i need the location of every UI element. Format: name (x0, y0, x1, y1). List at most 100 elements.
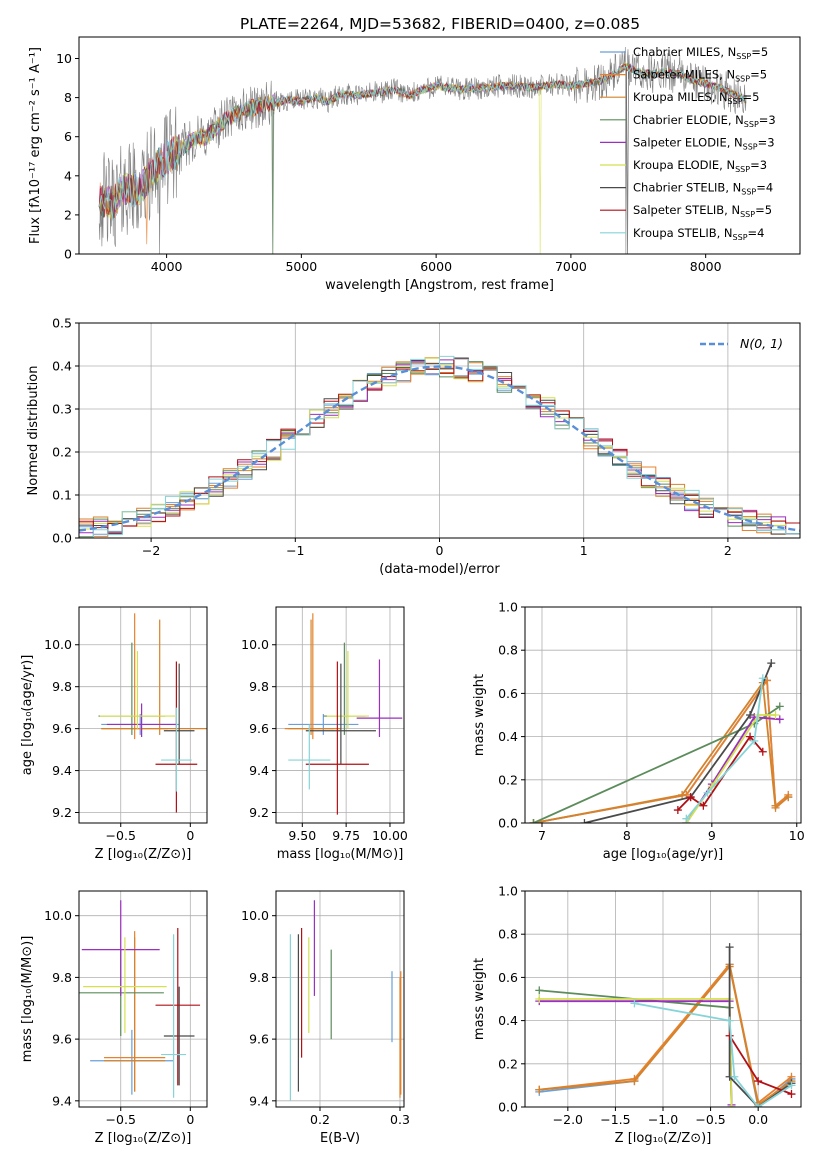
x-tick-label: 9 (708, 828, 716, 843)
mass-weight-marker (754, 1103, 763, 1107)
axes-frame (275, 890, 405, 1108)
x-tick-label: −0.5 (695, 1112, 725, 1127)
mass-weight-marker (725, 1031, 734, 1040)
mass-weight-marker (784, 793, 793, 802)
plot-area (98, 46, 747, 254)
mass-vs-extinction-panel: 0.2 0.3 9.4 9.6 9.8 10.0 E(B-V) (241, 890, 410, 1146)
x-axis-label: wavelength [Angstrom, rest frame] (325, 278, 554, 293)
mass-vs-metallicity-panel: −0.5 0 9.4 9.6 9.8 10.0 Z [log₁₀(Z/Z⊙)] mass [l… (20, 890, 208, 1146)
y-tick-label: 0.0 (498, 1100, 518, 1115)
x-tick-label: 1 (580, 543, 588, 558)
y-tick-label: 0.8 (498, 643, 518, 658)
mass-weight-line (685, 678, 764, 820)
mass-weight-marker (535, 995, 544, 1003)
x-tick-label: −1.5 (600, 1112, 630, 1127)
mass-weight-line (728, 1035, 792, 1095)
x-tick-label: 2 (724, 543, 732, 558)
plot-area (98, 613, 207, 813)
x-tick-label: 9.75 (332, 828, 360, 843)
y-tick-label: 0.6 (498, 686, 518, 701)
y-tick-label: 1.0 (498, 600, 518, 615)
mass-weight-marker (746, 711, 755, 719)
x-axis-label: mass [log₁₀(M/M⊙)] (277, 847, 404, 862)
x-tick-label: −1.0 (648, 1112, 678, 1127)
x-tick-label: −1 (286, 543, 304, 558)
x-axis-label: (data-model)/error (379, 562, 500, 577)
mass-weight-line (584, 662, 773, 823)
mass-weight-marker (699, 801, 708, 810)
mass-weight-marker (771, 803, 780, 812)
legend-entry-label: Salpeter ELODIE, NSSP=3 (633, 135, 775, 151)
y-tick-label: 9.8 (249, 970, 269, 985)
mass-weight-line (728, 947, 793, 1107)
mass-weight-marker (630, 1077, 639, 1086)
spectrum-legend: Chabrier MILES, NSSP=5 Salpeter MILES, NS… (600, 45, 776, 242)
x-tick-label: −0.5 (106, 828, 136, 843)
mass-weight-marker (725, 943, 734, 952)
y-axis-label: mass weight (472, 958, 487, 1040)
y-tick-label: 0.0 (52, 531, 72, 546)
y-tick-label: 9.2 (52, 805, 72, 820)
mass-weight-line (634, 1002, 792, 1107)
x-tick-label: 8000 (690, 259, 722, 274)
mass-weight-marker (703, 788, 712, 797)
mass-weight-marker (678, 790, 687, 799)
y-tick-label: 10 (56, 51, 72, 66)
mass-weight-marker (682, 814, 691, 823)
mass-weight-marker (730, 1072, 739, 1081)
mass-weight-marker (754, 1077, 763, 1086)
x-tick-label: 0.2 (310, 1112, 330, 1127)
x-tick-label: 7000 (555, 259, 587, 274)
plot-area (535, 943, 796, 1107)
y-tick-label: 9.2 (249, 805, 269, 820)
x-tick-label: 4000 (151, 259, 183, 274)
residuals-legend: N(0, 1) (700, 336, 783, 351)
x-tick-label: 10 (789, 828, 805, 843)
plot-area (79, 900, 201, 1098)
y-tick-label: 9.8 (249, 679, 269, 694)
y-tick-label: 0 (64, 247, 72, 262)
y-tick-label: 0.4 (52, 359, 72, 374)
model-spectrum-line (98, 63, 747, 218)
y-tick-label: 9.6 (52, 721, 72, 736)
x-axis-label: Z [log₁₀(Z/Z⊙)] (615, 1131, 712, 1146)
mass-weight-marker (787, 1090, 796, 1099)
x-tick-label: 10.00 (372, 828, 408, 843)
plot-area (79, 355, 800, 538)
plot-area (284, 613, 403, 815)
model-spectrum-line (98, 64, 747, 221)
mass-weight-marker (775, 715, 784, 724)
axes-frame (78, 606, 208, 824)
y-tick-label: 0.8 (498, 927, 518, 942)
figure-title: PLATE=2264, MJD=53682, FIBERID=0400, z=0… (240, 15, 640, 33)
y-tick-label: 10.0 (241, 637, 269, 652)
y-tick-label: 2 (64, 207, 72, 222)
y-tick-label: 0.2 (498, 772, 518, 787)
mass-weight-marker (673, 806, 682, 815)
spectrum-panel: 4000 5000 6000 7000 8000 0 2 4 6 8 10 wavelength [A… (28, 36, 801, 293)
x-axis-label: Z [log₁₀(Z/Z⊙)] (95, 847, 192, 862)
mass-weight-marker (727, 1103, 736, 1107)
axes-frame (524, 606, 802, 824)
y-tick-label: 0.4 (498, 1013, 518, 1028)
mass-weight-marker (535, 986, 544, 995)
x-tick-label: 5000 (285, 259, 317, 274)
x-tick-label: −2 (142, 543, 160, 558)
y-tick-label: 1.0 (498, 884, 518, 899)
mass-weight-marker (529, 819, 538, 823)
x-tick-label: 9.50 (288, 828, 316, 843)
weight-vs-metallicity-panel: −2.0 −1.5 −1.0 −0.5 0.0 0.0 0.2 0.4 0.6 0.8 1.0 Z [… (472, 884, 802, 1146)
mass-weight-marker (771, 711, 780, 719)
age-vs-mass-panel: 9.50 9.75 10.00 9.2 9.4 9.6 9.8 10.0 mass [log₁₀… (241, 606, 408, 862)
y-tick-label: 0.2 (52, 445, 72, 460)
x-axis-label: E(B-V) (320, 1131, 360, 1146)
y-tick-label: 0.3 (52, 402, 72, 417)
y-tick-label: 9.4 (52, 763, 72, 778)
mass-weight-line (685, 714, 776, 823)
x-tick-label: 0 (186, 828, 194, 843)
model-spectrum-line (98, 63, 747, 254)
mass-weight-marker (746, 732, 755, 741)
y-tick-label: 0.5 (52, 316, 72, 331)
x-tick-label: 0 (436, 543, 444, 558)
y-tick-label: 9.4 (249, 1093, 269, 1108)
